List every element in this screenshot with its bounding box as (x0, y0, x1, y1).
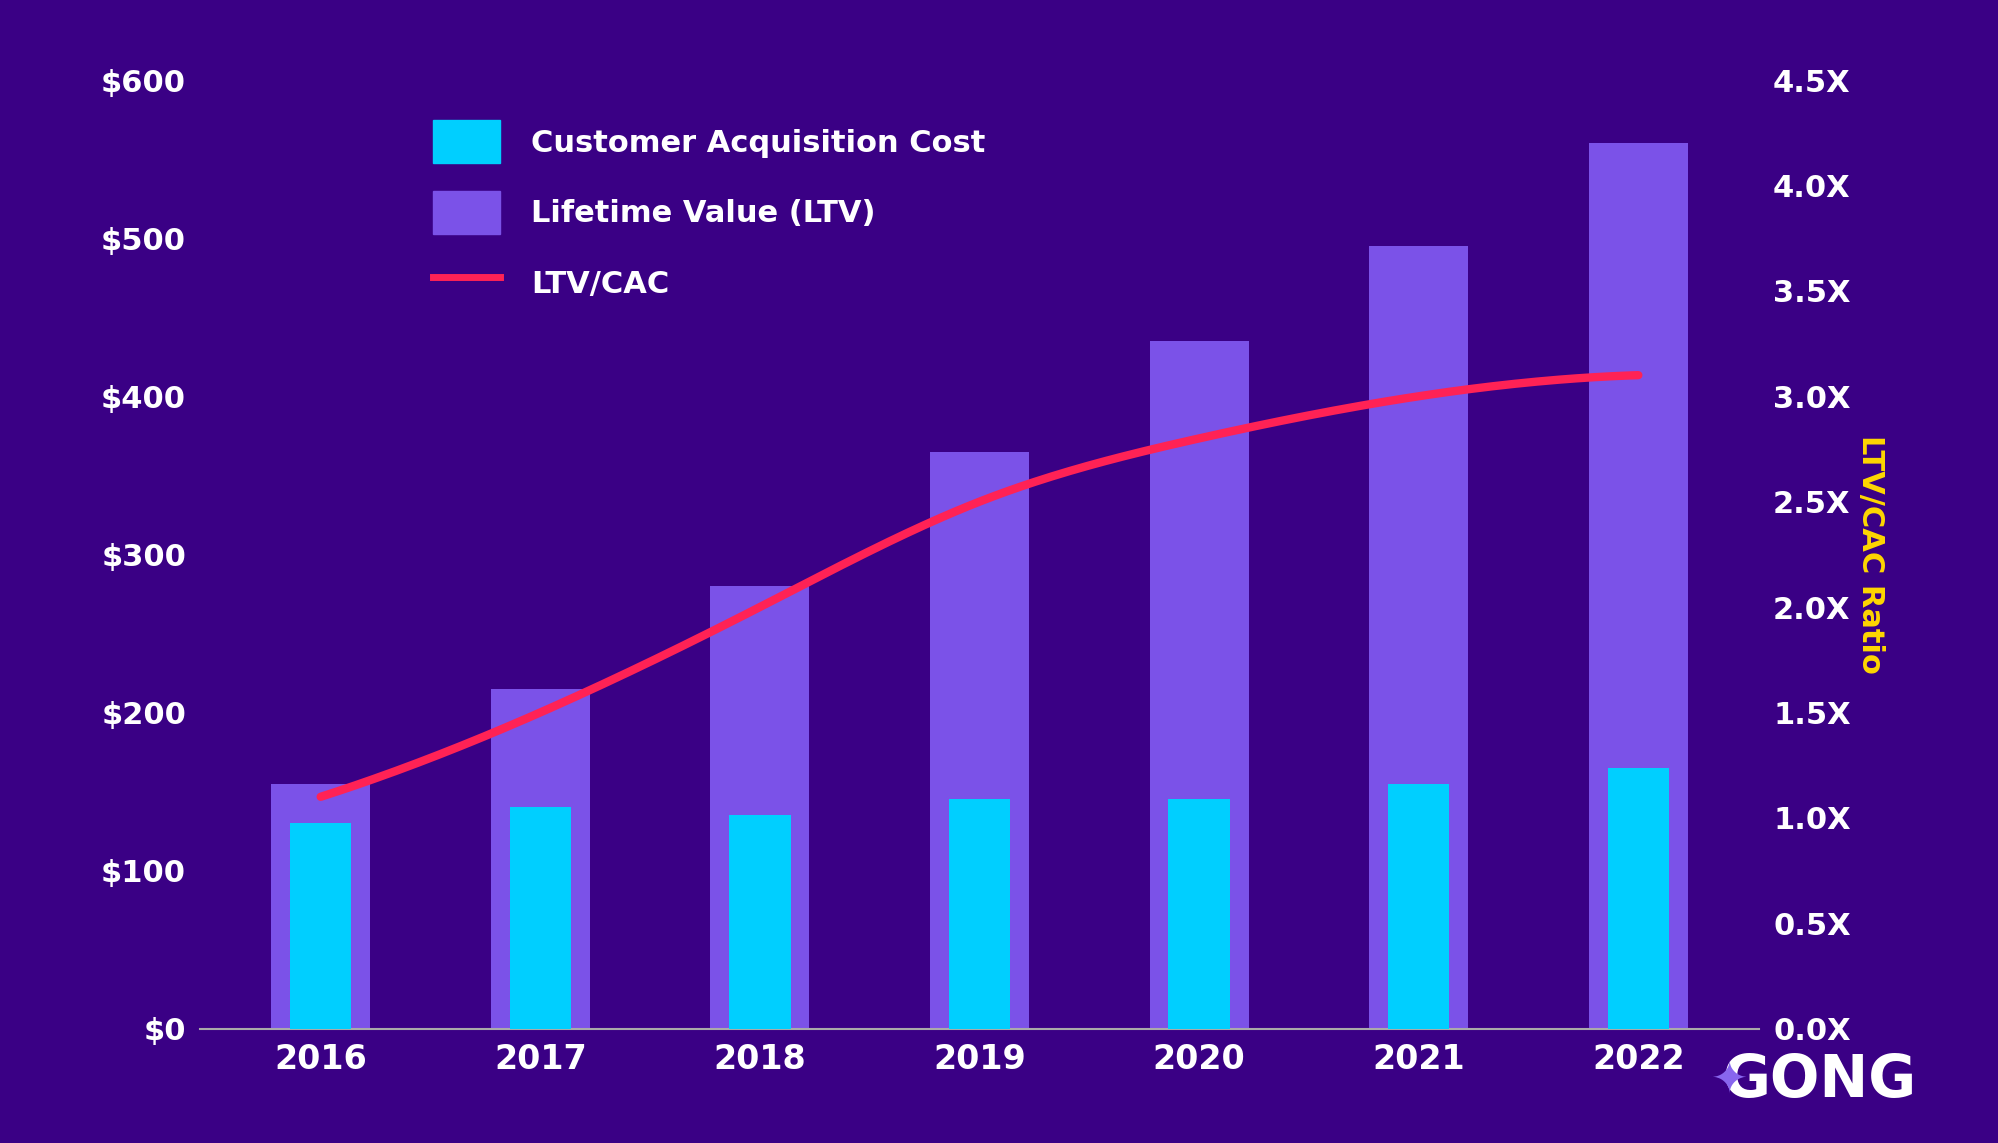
Bar (709, 586, 809, 1029)
Bar (1588, 143, 1686, 1029)
Text: ✦: ✦ (1710, 1058, 1746, 1102)
Bar (1149, 341, 1249, 1029)
Text: GONG: GONG (1720, 1052, 1916, 1109)
Bar (949, 799, 1009, 1029)
Bar (1387, 784, 1449, 1029)
Bar (272, 784, 370, 1029)
Bar (929, 451, 1029, 1029)
Y-axis label: LTV/CAC Ratio: LTV/CAC Ratio (1856, 435, 1884, 673)
Bar (492, 689, 589, 1029)
Legend: Customer Acquisition Cost, Lifetime Value (LTV), LTV/CAC: Customer Acquisition Cost, Lifetime Valu… (418, 105, 1001, 320)
Bar (1606, 768, 1668, 1029)
Bar (729, 815, 791, 1029)
Bar (290, 823, 352, 1029)
Bar (509, 807, 571, 1029)
Bar (1167, 799, 1229, 1029)
Bar (1369, 246, 1467, 1029)
